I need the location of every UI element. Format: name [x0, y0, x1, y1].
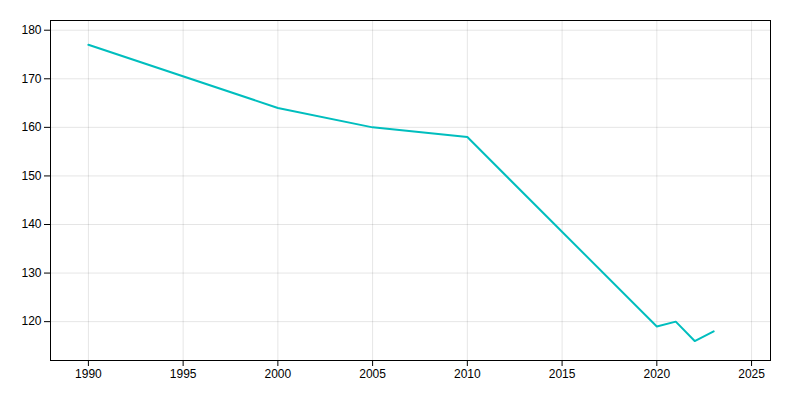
svg-text:2010: 2010	[454, 367, 481, 381]
svg-text:150: 150	[21, 169, 41, 183]
svg-text:2000: 2000	[265, 367, 292, 381]
svg-text:2015: 2015	[549, 367, 576, 381]
svg-text:170: 170	[21, 72, 41, 86]
svg-text:140: 140	[21, 217, 41, 231]
svg-text:130: 130	[21, 266, 41, 280]
svg-text:2025: 2025	[738, 367, 765, 381]
svg-text:180: 180	[21, 23, 41, 37]
svg-text:2020: 2020	[643, 367, 670, 381]
svg-text:2005: 2005	[359, 367, 386, 381]
svg-text:120: 120	[21, 314, 41, 328]
svg-text:1995: 1995	[170, 367, 197, 381]
svg-text:1990: 1990	[75, 367, 102, 381]
svg-text:160: 160	[21, 120, 41, 134]
